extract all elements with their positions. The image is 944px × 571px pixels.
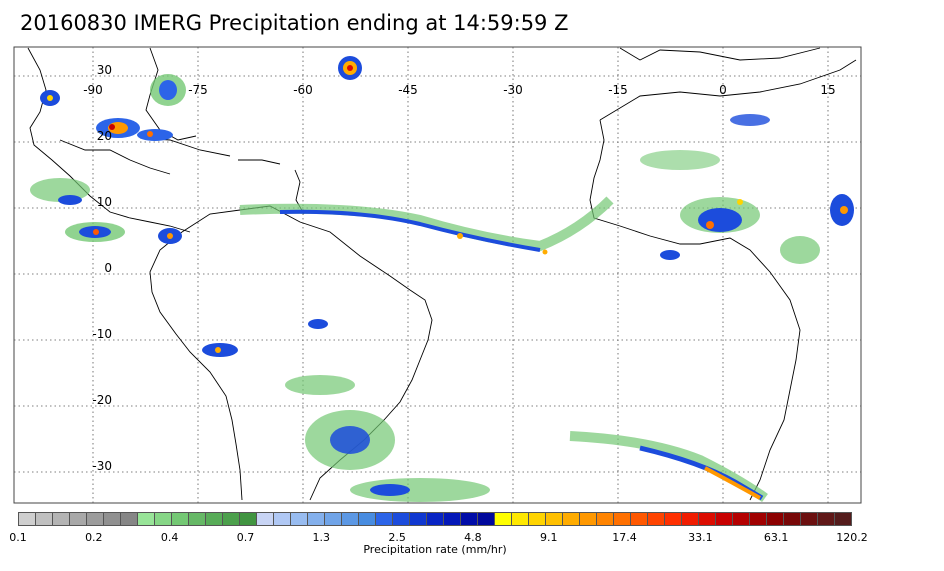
colorbar-swatch [240,513,257,525]
colorbar-swatch [359,513,376,525]
colorbar-swatch [835,513,851,525]
longitude-label: -15 [608,83,628,97]
colorbar-swatch [36,513,53,525]
colorbar-swatch [87,513,104,525]
latitude-label: -20 [92,393,112,407]
colorbar-swatch [325,513,342,525]
colorbar-swatch [563,513,580,525]
colorbar-swatch [189,513,206,525]
latitude-label: -30 [92,459,112,473]
colorbar-swatch [580,513,597,525]
colorbar-swatch [342,513,359,525]
graticule [14,47,861,503]
colorbar-swatch [308,513,325,525]
latitude-label: 0 [104,261,112,275]
colorbar-swatch [529,513,546,525]
colorbar-swatch [155,513,172,525]
colorbar-swatch [682,513,699,525]
longitude-label: -45 [398,83,418,97]
colorbar-swatch [767,513,784,525]
colorbar-swatch [478,513,495,525]
colorbar-swatch [70,513,87,525]
colorbar-tick-label: 120.2 [836,531,868,544]
map-frame [13,46,862,504]
colorbar-swatch [257,513,274,525]
colorbar-swatch [172,513,189,525]
latitude-label: -10 [92,327,112,341]
longitude-labels: -90 -75 -60 -45 -30 -15 0 15 [83,83,835,97]
colorbar-swatch [614,513,631,525]
colorbar-title: Precipitation rate (mm/hr) [363,543,507,556]
colorbar-swatch [631,513,648,525]
latitude-label: 30 [97,63,112,77]
colorbar-swatch [138,513,155,525]
colorbar-swatch [206,513,223,525]
latitude-label: 10 [97,195,112,209]
latitude-label: 20 [97,129,112,143]
colorbar-swatch [818,513,835,525]
colorbar-swatch [410,513,427,525]
colorbar-tick-label: 0.2 [85,531,103,544]
colorbar-swatch [750,513,767,525]
page-title: 20160830 IMERG Precipitation ending at 1… [20,11,569,35]
colorbar-swatch [461,513,478,525]
colorbar-swatch [121,513,138,525]
longitude-label: -60 [293,83,313,97]
colorbar-swatch [376,513,393,525]
colorbar-tick-label: 0.4 [160,531,179,544]
colorbar-swatch [223,513,240,525]
colorbar-swatch [274,513,291,525]
colorbar-swatch [733,513,750,525]
colorbar-tick-label: 9.1 [539,531,558,544]
colorbar-swatch [495,513,512,525]
colorbar-tick-label: 0.1 [9,531,27,544]
colorbar-swatch [393,513,410,525]
colorbar-swatch [716,513,733,525]
colorbar-swatch [291,513,308,525]
latitude-labels: 30 20 10 0 -10 -20 -30 [92,63,112,473]
colorbar-swatch [597,513,614,525]
colorbar-swatch [427,513,444,525]
colorbar-tick-label: 0.7 [236,531,255,544]
colorbar-swatch [784,513,801,525]
colorbar-tick-label: 63.1 [763,531,789,544]
colorbar-swatch [546,513,563,525]
longitude-label: -90 [83,83,103,97]
colorbar-tick-label: 33.1 [688,531,713,544]
longitude-label: -75 [188,83,208,97]
colorbar-swatch [665,513,682,525]
colorbar-swatch [512,513,529,525]
precipitation-field [30,56,854,503]
colorbar-tick-label: 4.8 [464,531,482,544]
colorbar-swatch [19,513,36,525]
colorbar-swatch [801,513,818,525]
longitude-label: -30 [503,83,523,97]
longitude-label: 15 [820,83,835,97]
longitude-label: 0 [719,83,727,97]
colorbar-tick-label: 1.3 [312,531,331,544]
colorbar-swatch [104,513,121,525]
colorbar-tick-label: 17.4 [612,531,637,544]
colorbar-tick-label: 2.5 [388,531,406,544]
colorbar [18,512,852,526]
colorbar-swatch [53,513,70,525]
colorbar-swatch [444,513,461,525]
colorbar-swatch [648,513,665,525]
colorbar-swatch [699,513,716,525]
